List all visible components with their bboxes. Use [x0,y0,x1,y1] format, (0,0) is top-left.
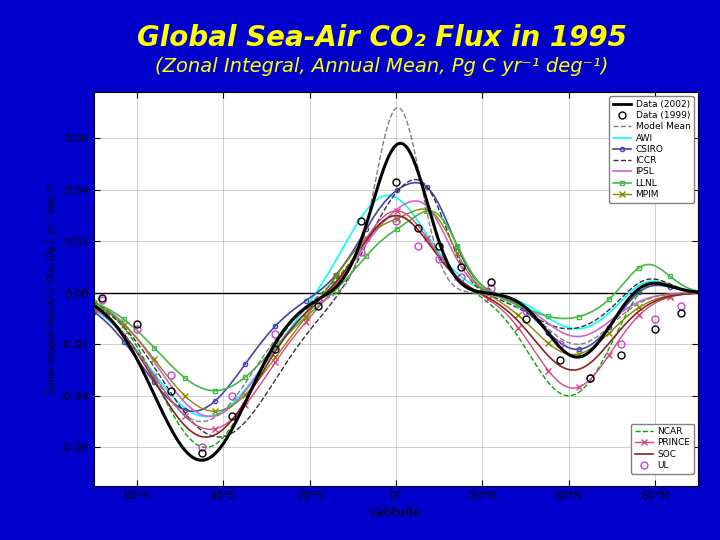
Text: Global Sea-Air CO₂ Flux in 1995: Global Sea-Air CO₂ Flux in 1995 [137,24,626,52]
Y-axis label: Zonal Integral Sea-Air C Flux (Pg C yr⁻¹ deg⁻¹): Zonal Integral Sea-Air C Flux (Pg C yr⁻¹… [48,185,57,393]
Legend: NCAR, PRINCE, SOC, UL: NCAR, PRINCE, SOC, UL [631,423,694,474]
X-axis label: Latitude: Latitude [370,507,422,519]
Text: (Zonal Integral, Annual Mean, Pg C yr⁻¹ deg⁻¹): (Zonal Integral, Annual Mean, Pg C yr⁻¹ … [155,57,608,76]
